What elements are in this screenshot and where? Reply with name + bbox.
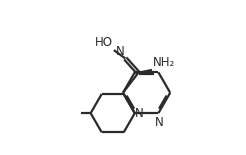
Text: HO: HO [95, 36, 113, 49]
Text: N: N [135, 107, 144, 120]
Text: NH₂: NH₂ [153, 56, 175, 69]
Text: N: N [155, 116, 164, 129]
Text: N: N [116, 45, 124, 58]
